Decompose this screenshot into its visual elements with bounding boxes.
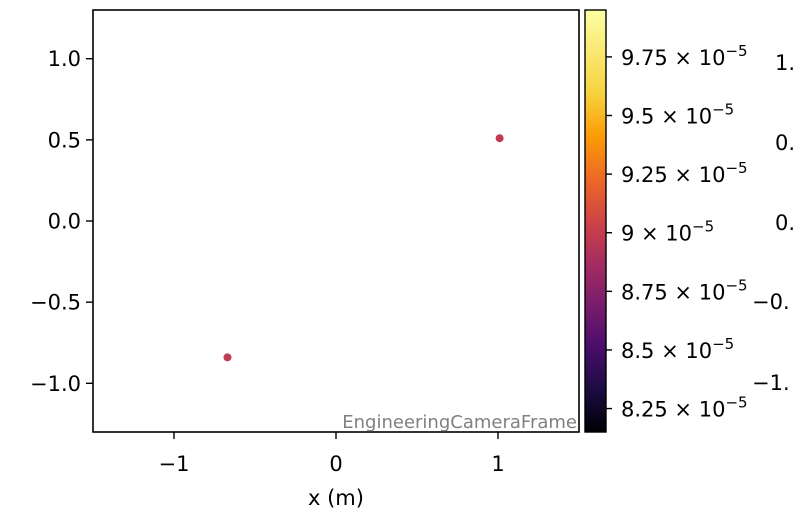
y-tick-label: −1.0 [30, 372, 81, 396]
colorbar [584, 9, 607, 433]
x-tick-label: 0 [329, 452, 342, 476]
scatter-points [223, 134, 504, 362]
clipped-neighbor-axis-labels: 1. 0. 0. −0. −1. [752, 51, 795, 395]
colorbar-tick-label: 9.5 × 10−5 [621, 101, 734, 129]
scatter-point [223, 353, 232, 362]
scatter-point [495, 134, 504, 143]
colorbar-tick-label: 8.75 × 10−5 [621, 276, 748, 304]
clipped-axis-label: −1. [752, 371, 790, 395]
colorbar-ticks: 9.75 × 10−5 9.5 × 10−5 9.25 × 10−5 9 × 10−5… [606, 42, 748, 422]
colorbar-tick-label: 9 × 10−5 [621, 218, 714, 246]
clipped-axis-label: −0. [752, 290, 790, 314]
y-tick-label: −0.5 [30, 291, 81, 315]
y-tick-label: 1.0 [48, 47, 81, 71]
x-tick-label: 1 [491, 452, 504, 476]
y-tick-label: 0.0 [48, 210, 81, 234]
colorbar-tick-label: 8.25 × 10−5 [621, 394, 748, 422]
x-axis-label: x (m) [308, 486, 364, 510]
y-axis-ticks: 1.0 0.5 0.0 −0.5 −1.0 [30, 47, 93, 396]
clipped-axis-label: 0. [775, 211, 795, 235]
colorbar-tick-label: 9.75 × 10−5 [621, 42, 748, 70]
clipped-axis-label: 0. [775, 131, 795, 155]
colorbar-tick-label: 8.5 × 10−5 [621, 335, 734, 363]
x-axis-ticks: −1 0 1 [159, 432, 505, 476]
clipped-axis-label: 1. [775, 51, 795, 75]
colorbar-tick-label: 9.25 × 10−5 [621, 159, 748, 187]
y-tick-label: 0.5 [48, 128, 81, 152]
plot-frame [92, 9, 580, 433]
frame-annotation: EngineeringCameraFrame [342, 412, 577, 433]
x-tick-label: −1 [159, 452, 190, 476]
